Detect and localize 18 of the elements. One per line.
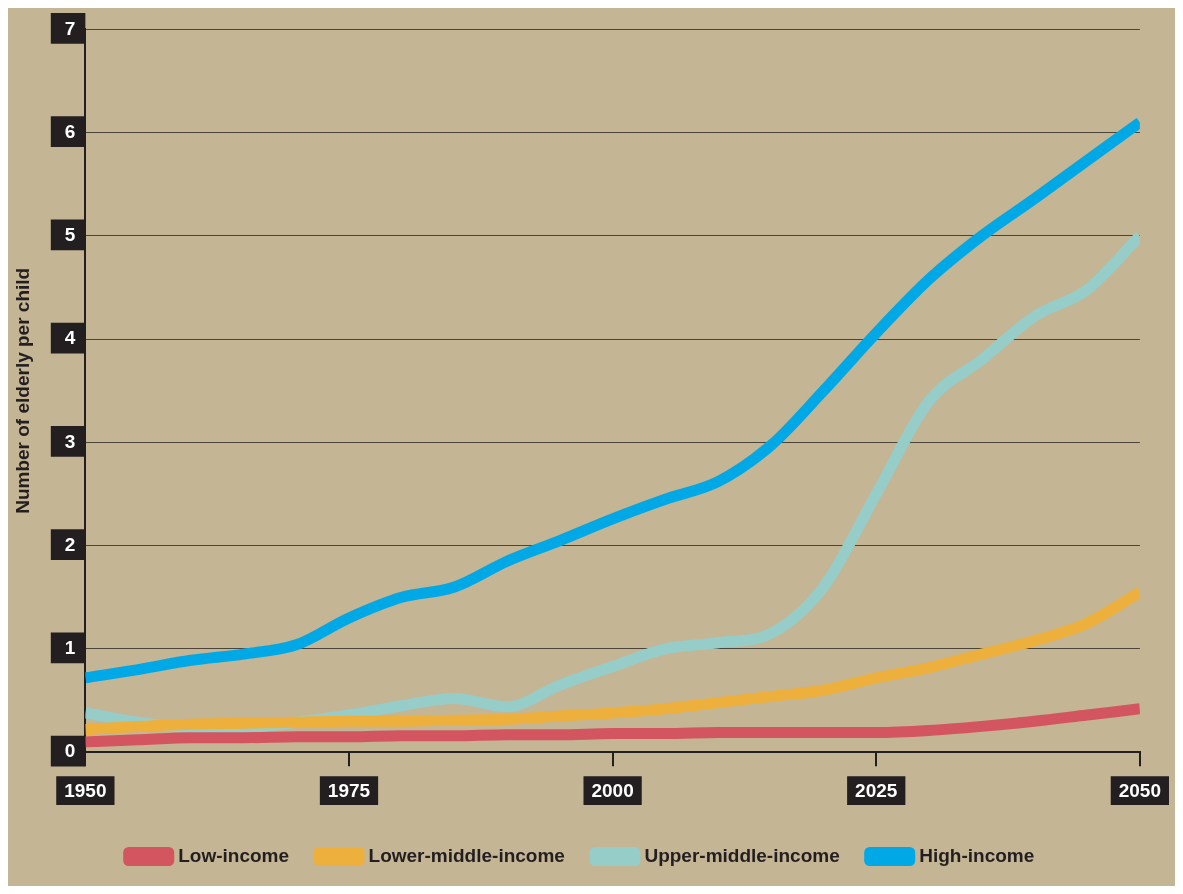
legend-label: Upper-middle-income	[644, 844, 840, 866]
y-tick-label: 0	[64, 740, 76, 762]
y-tick-label: 3	[64, 430, 76, 452]
y-tick-label: 1	[64, 637, 76, 659]
legend-label: Low-income	[178, 844, 290, 866]
legend-label: Lower-middle-income	[368, 844, 565, 866]
x-tick-label: 2025	[855, 779, 898, 801]
x-tick-label: 1950	[64, 779, 107, 801]
x-tick-label: 1975	[327, 779, 371, 801]
legend-label: High-income	[919, 844, 1035, 866]
y-tick-label: 5	[64, 224, 76, 246]
y-tick-label: 2	[64, 533, 76, 555]
y-tick-label: 4	[64, 327, 76, 349]
y-axis-title: Number of elderly per child	[11, 267, 33, 514]
y-tick-label: 7	[64, 17, 76, 39]
x-tick-label: 2050	[1118, 779, 1162, 801]
y-tick-label: 6	[64, 120, 76, 142]
x-tick-label: 2000	[591, 779, 634, 801]
